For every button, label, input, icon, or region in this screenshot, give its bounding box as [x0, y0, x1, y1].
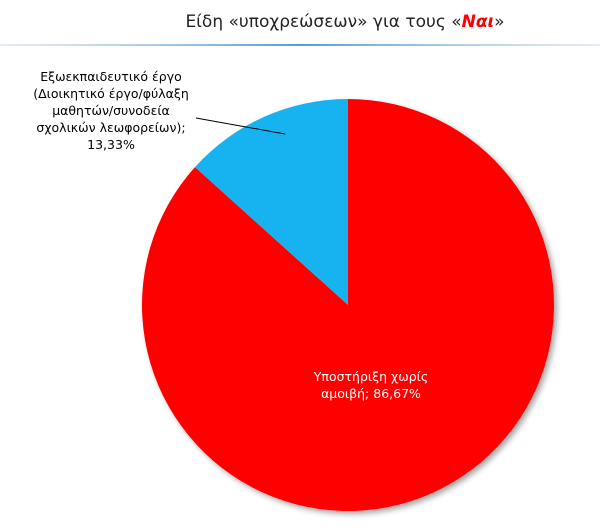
data-label: Υποστήριξη χωρίς αμοιβή; 86,67% — [296, 368, 446, 402]
title-highlight: Ναι — [461, 12, 495, 32]
title-end: » — [494, 12, 505, 32]
label-separator: ; — [181, 120, 186, 135]
title-rule — [0, 44, 600, 46]
title-text: Είδη «υποχρεώσεων» για τους « — [185, 12, 462, 32]
label-category: Υποστήριξη χωρίς αμοιβή — [313, 369, 429, 401]
data-label: Εξωεκπαιδευτικό έργο (Διοικητικό έργο/φύ… — [26, 68, 196, 153]
chart-title: Είδη «υποχρεώσεων» για τους «Ναι» — [0, 12, 600, 32]
label-value: 86,67% — [373, 386, 421, 401]
label-category: Εξωεκπαιδευτικό έργο (Διοικητικό έργο/φύ… — [33, 69, 189, 135]
label-separator: ; — [365, 386, 370, 401]
leader-line — [195, 117, 286, 135]
pie — [142, 99, 555, 511]
pie-slice — [194, 99, 348, 305]
label-value: 13,33% — [87, 137, 135, 152]
